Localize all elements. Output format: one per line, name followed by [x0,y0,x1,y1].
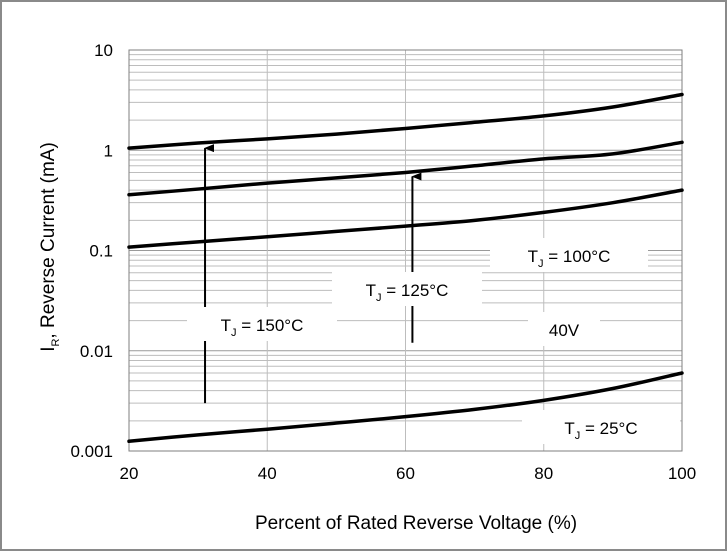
annotation-label-subscript: J [376,292,382,304]
y-tick-label: 0.01 [80,342,113,361]
curve-2 [127,188,684,249]
plot-area-border [128,49,683,452]
annotation-label-rest: = 125°C [382,281,449,300]
y-axis-title-rest: , Reverse Current (mA) [38,142,59,338]
x-tick-label: 80 [534,464,553,483]
annotation-label-rest: = 100°C [544,247,611,266]
annotation-label-main: T [528,247,538,266]
x-tick-label: 100 [668,464,696,483]
y-tick-label: 1 [104,141,113,160]
annotation-box [528,312,600,346]
y-tick-label: 0.1 [89,242,113,261]
annotation-label-main: T [366,281,376,300]
y-tick-label: 0.001 [70,442,113,461]
annotation-label-rest: = 25°C [580,419,637,438]
annotation-label: TJ = 150°C [221,316,304,339]
annotation-box [522,410,680,444]
annotation-label-subscript: J [538,258,544,270]
data-curves [127,92,684,444]
annotation-label-main: 40V [549,321,580,340]
annotation-label-main: T [221,316,231,335]
annotation-label-subscript: J [231,327,237,339]
annotation-label-rest: = 150°C [237,316,304,335]
annotation-box [490,238,648,272]
x-tick-label: 40 [258,464,277,483]
y-axis-title: IR, Reverse Current (mA) [38,142,62,352]
curve-3 [127,371,684,444]
annotation-label: TJ = 125°C [366,281,449,304]
y-tick-label: 10 [94,41,113,60]
annotation-box [187,307,337,341]
y-axis-title-subscript: R [50,339,62,347]
curve-0 [127,92,684,150]
annotation-label: 40V [549,321,580,340]
curve-1 [127,140,684,197]
annotation-label: TJ = 100°C [528,247,611,270]
annotation-label-main: T [564,419,574,438]
y-tick-labels: 0.001 0.01 0.1 1 10 [70,41,113,461]
annotation-box [332,272,482,306]
x-axis-title: Percent of Rated Reverse Voltage (%) [255,513,577,534]
x-tick-label: 60 [396,464,415,483]
x-tick-labels: 20 40 60 80 100 [120,464,697,483]
annotation-label: TJ = 25°C [564,419,637,442]
y-axis-title-main: I [38,347,59,352]
annotation-label-subscript: J [575,430,581,442]
x-tick-label: 20 [120,464,139,483]
